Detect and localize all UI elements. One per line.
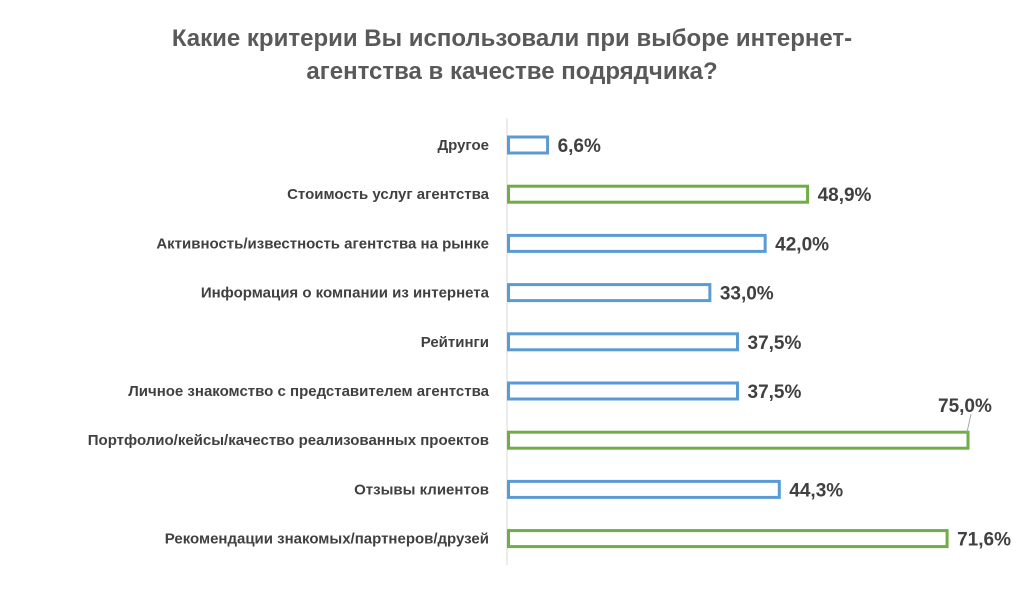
category-label: Информация о компании из интернета <box>201 285 490 302</box>
leader-line <box>966 414 972 433</box>
value-label: 33,0% <box>720 284 774 305</box>
value-label: 37,5% <box>748 333 802 354</box>
value-label: 44,3% <box>789 480 843 501</box>
category-label: Рейтинги <box>421 334 489 351</box>
chart-title: Какие критерии Вы использовали при выбор… <box>112 22 912 88</box>
bar <box>507 135 550 155</box>
value-label: 75,0% <box>938 396 992 417</box>
category-label: Рекомендации знакомых/партнеров/друзей <box>165 531 489 548</box>
category-label: Личное знакомство с представителем агент… <box>128 383 489 400</box>
category-label: Портфолио/кейсы/качество реализованных п… <box>88 432 489 449</box>
bar <box>507 529 949 549</box>
bar <box>507 332 739 352</box>
value-label: 48,9% <box>818 185 872 206</box>
category-label: Стоимость услуг агентства <box>287 186 490 203</box>
bar <box>507 233 767 253</box>
value-label: 71,6% <box>957 530 1011 551</box>
category-label: Другое <box>437 137 489 154</box>
bar <box>507 283 712 303</box>
value-label: 42,0% <box>775 234 829 255</box>
bar <box>507 381 739 401</box>
chart-title-line-2: агентства в качестве подрядчика? <box>306 58 718 85</box>
category-label: Отзывы клиентов <box>354 481 489 498</box>
bar <box>507 479 781 499</box>
category-label: Активность/известность агентства на рынк… <box>156 235 489 252</box>
value-label: 37,5% <box>748 382 802 403</box>
bar <box>507 430 970 450</box>
value-label: 6,6% <box>558 136 601 157</box>
bar <box>507 184 810 204</box>
chart-title-line-1: Какие критерии Вы использовали при выбор… <box>171 25 853 52</box>
